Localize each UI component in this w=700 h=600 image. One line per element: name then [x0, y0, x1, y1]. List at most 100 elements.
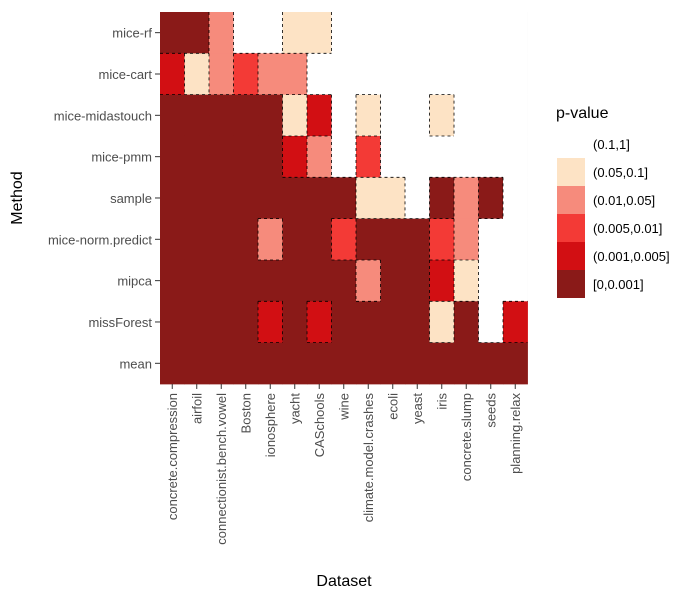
x-tick-label: planning.relax: [508, 392, 523, 473]
heatmap-cell: [429, 53, 455, 96]
heatmap-cell: [160, 259, 185, 302]
heatmap-cell: [454, 342, 479, 385]
heatmap-cell: [478, 177, 504, 220]
x-tick-label: ionosphere: [263, 393, 278, 457]
heatmap-cell: [503, 94, 528, 137]
y-tick-label: mipca: [117, 274, 152, 289]
heatmap-cell: [184, 94, 210, 137]
heatmap-cell: [209, 259, 234, 302]
legend-key: [557, 186, 585, 214]
heatmap-cell: [331, 94, 357, 137]
heatmap-cell: [282, 12, 308, 54]
heatmap-cell: [331, 12, 357, 54]
heatmap-cell: [233, 53, 259, 96]
x-tick-label: wine: [336, 393, 351, 421]
heatmap-cell: [429, 218, 455, 261]
legend-key: [557, 242, 585, 270]
heatmap-cell: [160, 53, 185, 96]
heatmap-cell: [380, 12, 406, 54]
heatmap-cell: [307, 53, 332, 96]
legend-label: (0.01,0.05]: [593, 193, 655, 208]
heatmap-cell: [454, 94, 479, 137]
heatmap-cell: [307, 94, 332, 137]
heatmap-cell: [209, 177, 234, 220]
x-tick-label: connectionist.bench.vowel: [214, 393, 229, 545]
heatmap-cell: [331, 135, 357, 178]
heatmap-cell: [307, 342, 332, 385]
heatmap-cell: [282, 177, 308, 220]
heatmap-cell: [233, 301, 259, 344]
heatmap-cell: [160, 12, 185, 54]
heatmap-cell: [380, 94, 406, 137]
x-tick-label: ecoli: [385, 393, 400, 420]
legend-title: p-value: [556, 105, 609, 122]
heatmap-cell: [233, 259, 259, 302]
heatmap-cell: [282, 259, 308, 302]
heatmap-cell: [209, 12, 234, 54]
y-tick-label: mice-pmm: [91, 150, 152, 165]
heatmap-cell: [331, 259, 357, 302]
legend-label: (0.1,1]: [593, 137, 630, 152]
heatmap-cell: [429, 342, 455, 385]
heatmap-cell: [258, 259, 283, 302]
heatmap-cell: [380, 53, 406, 96]
column-separators: [160, 12, 528, 344]
legend-label: (0.05,0.1]: [593, 165, 648, 180]
y-tick-label: missForest: [88, 315, 152, 330]
heatmap-cell: [429, 301, 455, 344]
x-tick-label: airfoil: [189, 393, 204, 424]
x-tick-label: seeds: [483, 392, 498, 427]
heatmap-cell: [160, 177, 185, 220]
heatmap-cell: [282, 342, 308, 385]
heatmap-cell: [478, 301, 504, 344]
heatmap-cell: [503, 218, 528, 261]
heatmap-cell: [331, 342, 357, 385]
y-tick-label: mice-norm.predict: [48, 232, 152, 247]
heatmap-cell: [258, 94, 283, 137]
x-tick-label: iris: [434, 392, 449, 409]
y-axis-title: Method: [9, 171, 26, 224]
x-tick-label: yeast: [410, 393, 425, 424]
heatmap-cell: [356, 53, 381, 96]
heatmap-cell: [307, 135, 332, 178]
heatmap-cell: [184, 218, 210, 261]
legend-key: [557, 270, 585, 298]
heatmap-cell: [233, 218, 259, 261]
heatmap-cell: [380, 301, 406, 344]
heatmap-cell: [356, 301, 381, 344]
heatmap-cell: [356, 259, 381, 302]
heatmap-cell: [380, 135, 406, 178]
heatmap-cell: [160, 94, 185, 137]
heatmap-cell: [209, 301, 234, 344]
heatmap-cell: [184, 135, 210, 178]
heatmap-cell: [209, 342, 234, 385]
heatmap-cell: [478, 94, 504, 137]
heatmap-cell: [356, 94, 381, 137]
legend-label: (0.001,0.005]: [593, 249, 670, 264]
heatmap-cell: [405, 12, 430, 54]
legend-label: (0.005,0.01]: [593, 221, 662, 236]
heatmap-cell: [160, 135, 185, 178]
heatmap-cell: [429, 135, 455, 178]
heatmap-cell: [258, 12, 283, 54]
y-tick-label: mice-cart: [99, 67, 153, 82]
heatmap-cell: [454, 218, 479, 261]
heatmap-cell: [454, 53, 479, 96]
heatmap-cell: [258, 53, 283, 96]
heatmap-cell: [356, 218, 381, 261]
heatmap-cell: [331, 218, 357, 261]
heatmap-cell: [454, 259, 479, 302]
heatmap-cell: [405, 342, 430, 385]
x-axis-title: Dataset: [316, 573, 372, 590]
heatmap-cell: [160, 342, 185, 385]
x-tick-label: CASchools: [312, 392, 327, 457]
legend-key: [557, 130, 585, 158]
heatmap-cell: [356, 12, 381, 54]
heatmap-cell: [478, 53, 504, 96]
x-tick-label: climate.model.crashes: [361, 392, 376, 522]
heatmap-cell: [233, 12, 259, 54]
heatmap-cell: [429, 12, 455, 54]
heatmap-cell: [282, 301, 308, 344]
heatmap-cells: [160, 12, 528, 385]
